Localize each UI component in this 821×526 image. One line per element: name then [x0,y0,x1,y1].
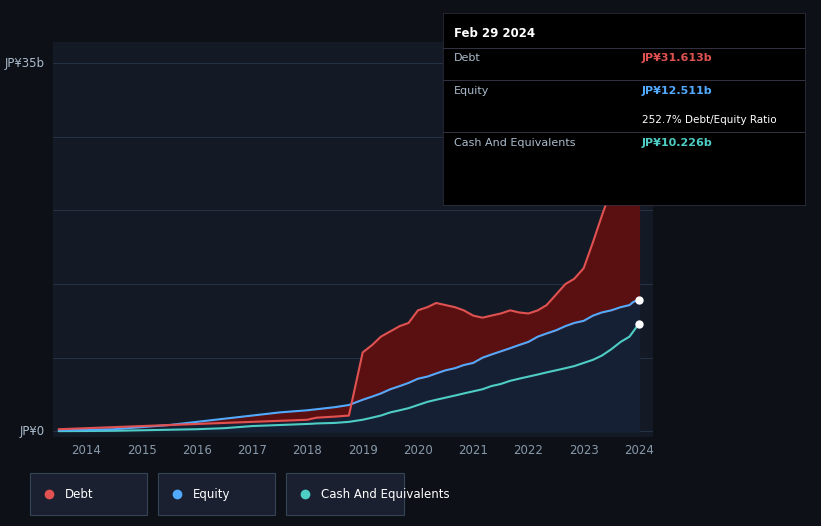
Text: JP¥0: JP¥0 [19,425,44,438]
Text: Cash And Equivalents: Cash And Equivalents [321,488,449,501]
Text: Debt: Debt [65,488,94,501]
Text: 252.7% Debt/Equity Ratio: 252.7% Debt/Equity Ratio [642,115,777,125]
Text: JP¥10.226b: JP¥10.226b [642,138,713,148]
FancyBboxPatch shape [30,473,148,515]
Text: Cash And Equivalents: Cash And Equivalents [454,138,576,148]
Text: Debt: Debt [454,54,481,64]
Text: Feb 29 2024: Feb 29 2024 [454,27,535,39]
Text: JP¥12.511b: JP¥12.511b [642,86,713,96]
Text: Equity: Equity [193,488,230,501]
Text: Equity: Equity [454,86,489,96]
FancyBboxPatch shape [287,473,404,515]
FancyBboxPatch shape [158,473,276,515]
Text: JP¥31.613b: JP¥31.613b [642,54,713,64]
Text: JP¥35b: JP¥35b [4,57,44,69]
